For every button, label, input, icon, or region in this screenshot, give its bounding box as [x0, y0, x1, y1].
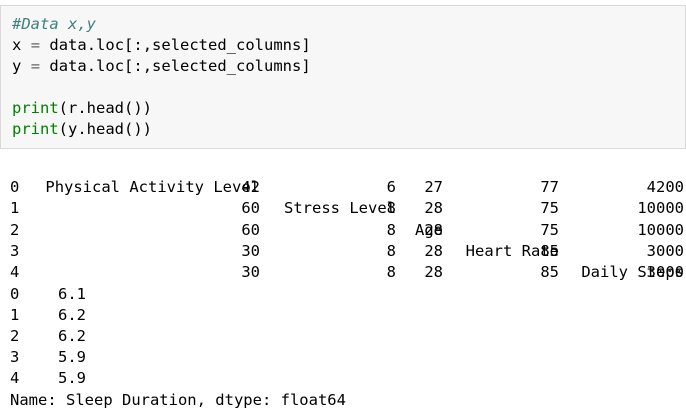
table-row: 4 30 8 28 85 3000 [0, 262, 686, 283]
table-cell: 28 [410, 198, 443, 219]
table-cell: 3000 [574, 241, 684, 262]
table-cell: 8 [275, 262, 396, 283]
list-item: 1 6.2 [0, 305, 200, 326]
print-args-y: (y.head()) [59, 120, 152, 138]
series-value: 6.2 [58, 305, 86, 326]
series-index: 4 [10, 368, 19, 389]
code-comment: #Data x,y [12, 14, 96, 35]
table-cell: 30 [38, 262, 260, 283]
series-index: 3 [10, 347, 19, 368]
var-y: y [12, 57, 21, 75]
table-cell: 4200 [574, 177, 684, 198]
table-cell: 60 [38, 198, 260, 219]
table-cell: 85 [459, 241, 559, 262]
table-cell: 42 [38, 177, 260, 198]
series-value: 5.9 [58, 368, 86, 389]
table-cell: 28 [410, 241, 443, 262]
table-cell: 75 [459, 198, 559, 219]
expr-y: data.loc[:,selected_columns] [49, 57, 310, 75]
expr-x: data.loc[:,selected_columns] [49, 36, 310, 54]
table-cell: 10000 [574, 198, 684, 219]
table-cell: 30 [38, 241, 260, 262]
equals-op: = [31, 57, 40, 75]
row-index: 1 [10, 198, 19, 219]
table-cell: 28 [410, 220, 443, 241]
table-cell: 85 [459, 262, 559, 283]
code-line-y: y = data.loc[:,selected_columns] [12, 56, 311, 77]
list-item: 2 6.2 [0, 326, 200, 347]
table-cell: 8 [275, 241, 396, 262]
print-builtin: print [12, 120, 59, 138]
table-row: 2 60 8 28 75 10000 [0, 220, 686, 241]
table-row: 1 60 8 28 75 10000 [0, 198, 686, 219]
table-cell: 77 [459, 177, 559, 198]
table-cell: 3000 [574, 262, 684, 283]
equals-op: = [31, 36, 40, 54]
table-cell: 8 [275, 198, 396, 219]
series-footer: Name: Sleep Duration, dtype: float64 [10, 390, 346, 411]
var-x: x [12, 36, 21, 54]
print-builtin: print [12, 99, 59, 117]
table-cell: 60 [38, 220, 260, 241]
series-index: 2 [10, 326, 19, 347]
series-value: 6.2 [58, 326, 86, 347]
code-line-print-r: print(r.head()) [12, 98, 152, 119]
series-index: 1 [10, 305, 19, 326]
dataframe-header: Physical Activity Level Stress Level Age… [0, 156, 686, 177]
row-index: 4 [10, 262, 19, 283]
code-line-x: x = data.loc[:,selected_columns] [12, 35, 311, 56]
table-row: 0 42 6 27 77 4200 [0, 177, 686, 198]
table-cell: 28 [410, 262, 443, 283]
table-cell: 8 [275, 220, 396, 241]
list-item: 0 6.1 [0, 284, 200, 305]
code-cell[interactable]: #Data x,y x = data.loc[:,selected_column… [0, 5, 686, 149]
table-cell: 10000 [574, 220, 684, 241]
series-value: 5.9 [58, 347, 86, 368]
series-value: 6.1 [58, 284, 86, 305]
table-row: 3 30 8 28 85 3000 [0, 241, 686, 262]
code-line-print-y: print(y.head()) [12, 119, 152, 140]
row-index: 0 [10, 177, 19, 198]
row-index: 3 [10, 241, 19, 262]
table-cell: 6 [275, 177, 396, 198]
table-cell: 75 [459, 220, 559, 241]
print-args-r: (r.head()) [59, 99, 152, 117]
row-index: 2 [10, 220, 19, 241]
list-item: 4 5.9 [0, 368, 200, 389]
series-index: 0 [10, 284, 19, 305]
table-cell: 27 [410, 177, 443, 198]
list-item: 3 5.9 [0, 347, 200, 368]
